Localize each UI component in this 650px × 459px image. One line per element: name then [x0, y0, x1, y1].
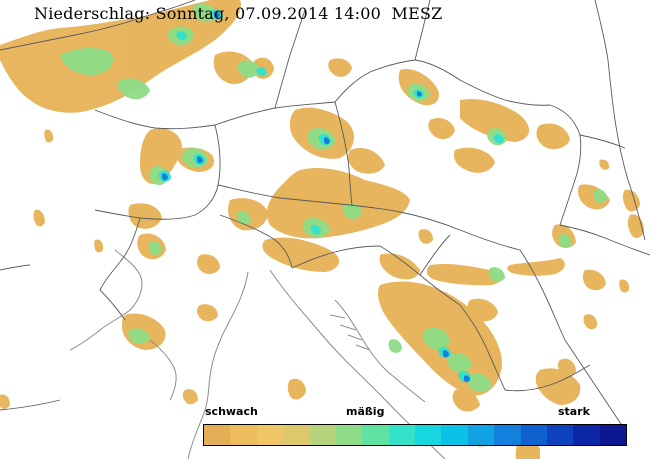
- map-title: Niederschlag: Sonntag, 07.09.2014 14:00 …: [34, 4, 443, 23]
- legend-swatch: [362, 425, 389, 445]
- legend-swatch: [309, 425, 336, 445]
- legend-swatch: [335, 425, 363, 445]
- legend-label-moderate: mäßig: [346, 405, 385, 418]
- legend-swatch: [441, 425, 468, 445]
- legend-label-weak: schwach: [205, 405, 258, 418]
- legend-swatch: [388, 425, 415, 445]
- legend-swatch: [573, 425, 600, 445]
- legend-swatch: [256, 425, 284, 445]
- precipitation-cyan-layer: [158, 8, 504, 382]
- legend-label-strong: stark: [558, 405, 590, 418]
- legend-swatch: [467, 425, 495, 445]
- legend-swatch: [415, 425, 442, 445]
- country-boundaries-layer: [0, 0, 650, 431]
- legend-swatch: [283, 425, 310, 445]
- legend-swatch: [494, 425, 521, 445]
- legend-swatch: [546, 425, 574, 445]
- precipitation-color-scale: [203, 424, 627, 446]
- legend-swatch: [599, 425, 626, 445]
- legend-swatch: [520, 425, 547, 445]
- legend-swatch: [230, 425, 257, 445]
- precipitation-heavy-layer: [162, 11, 470, 383]
- legend-swatch: [204, 425, 231, 445]
